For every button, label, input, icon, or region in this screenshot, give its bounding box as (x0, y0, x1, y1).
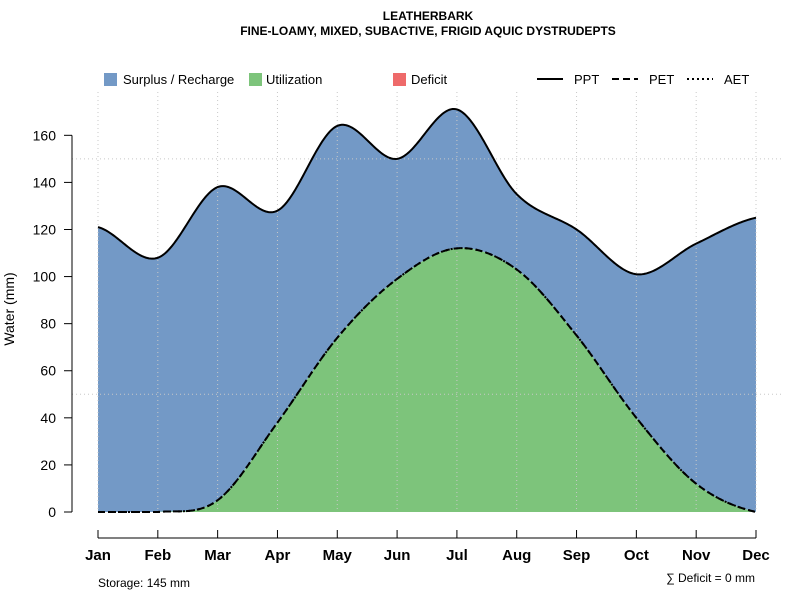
y-tick-label-140: 140 (33, 174, 57, 190)
x-tick-label-jan: Jan (85, 547, 111, 564)
y-tick-label-20: 20 (40, 457, 56, 473)
x-tick-label-jun: Jun (384, 547, 411, 564)
utilization-area (98, 248, 756, 512)
axes: 0 20 40 60 80 100 120 140 160 Jan Feb Mar Apr May Jun J… (33, 127, 770, 564)
y-tick-label-120: 120 (33, 221, 57, 237)
legend-label-surplus: Surplus / Recharge (123, 72, 234, 87)
x-tick-label-sep: Sep (563, 547, 591, 564)
y-tick-label-100: 100 (33, 269, 57, 285)
deficit-note: ∑ Deficit = 0 mm (666, 571, 755, 585)
storage-note: Storage: 145 mm (98, 576, 190, 590)
x-tick-label-may: May (323, 547, 353, 564)
legend-label-ppt: PPT (574, 72, 599, 87)
chart-subtitle: FINE-LOAMY, MIXED, SUBACTIVE, FRIGID AQU… (240, 24, 616, 38)
x-tick-label-feb: Feb (144, 547, 171, 564)
x-tick-label-nov: Nov (682, 547, 711, 564)
x-tick-label-mar: Mar (204, 547, 231, 564)
areas-layer (98, 108, 756, 513)
legend-label-deficit: Deficit (411, 72, 448, 87)
x-tick-label-dec: Dec (742, 547, 770, 564)
x-tick-label-apr: Apr (265, 547, 291, 564)
x-tick-label-aug: Aug (502, 547, 531, 564)
y-tick-label-0: 0 (48, 504, 56, 520)
y-tick-label-160: 160 (33, 127, 57, 143)
y-tick-label-40: 40 (40, 410, 56, 426)
series-lines (97, 107, 757, 513)
legend-swatch-deficit (393, 73, 406, 86)
y-tick-label-80: 80 (40, 316, 56, 332)
pet-line (98, 247, 757, 513)
legend-swatch-utilization (249, 73, 262, 86)
surplus-recharge-area (98, 108, 756, 513)
legend-label-aet: AET (724, 72, 749, 87)
legend-swatch-surplus (104, 73, 117, 86)
x-tick-label-oct: Oct (624, 547, 649, 564)
legend-label-pet: PET (649, 72, 674, 87)
legend: Surplus / Recharge Utilization Deficit P… (104, 72, 749, 87)
y-tick-label-60: 60 (40, 363, 56, 379)
x-tick-label-jul: Jul (446, 547, 468, 564)
legend-label-utilization: Utilization (266, 72, 322, 87)
y-axis-label: Water (mm) (1, 272, 17, 345)
ppt-line (97, 107, 757, 276)
chart-title: LEATHERBARK (383, 9, 474, 23)
